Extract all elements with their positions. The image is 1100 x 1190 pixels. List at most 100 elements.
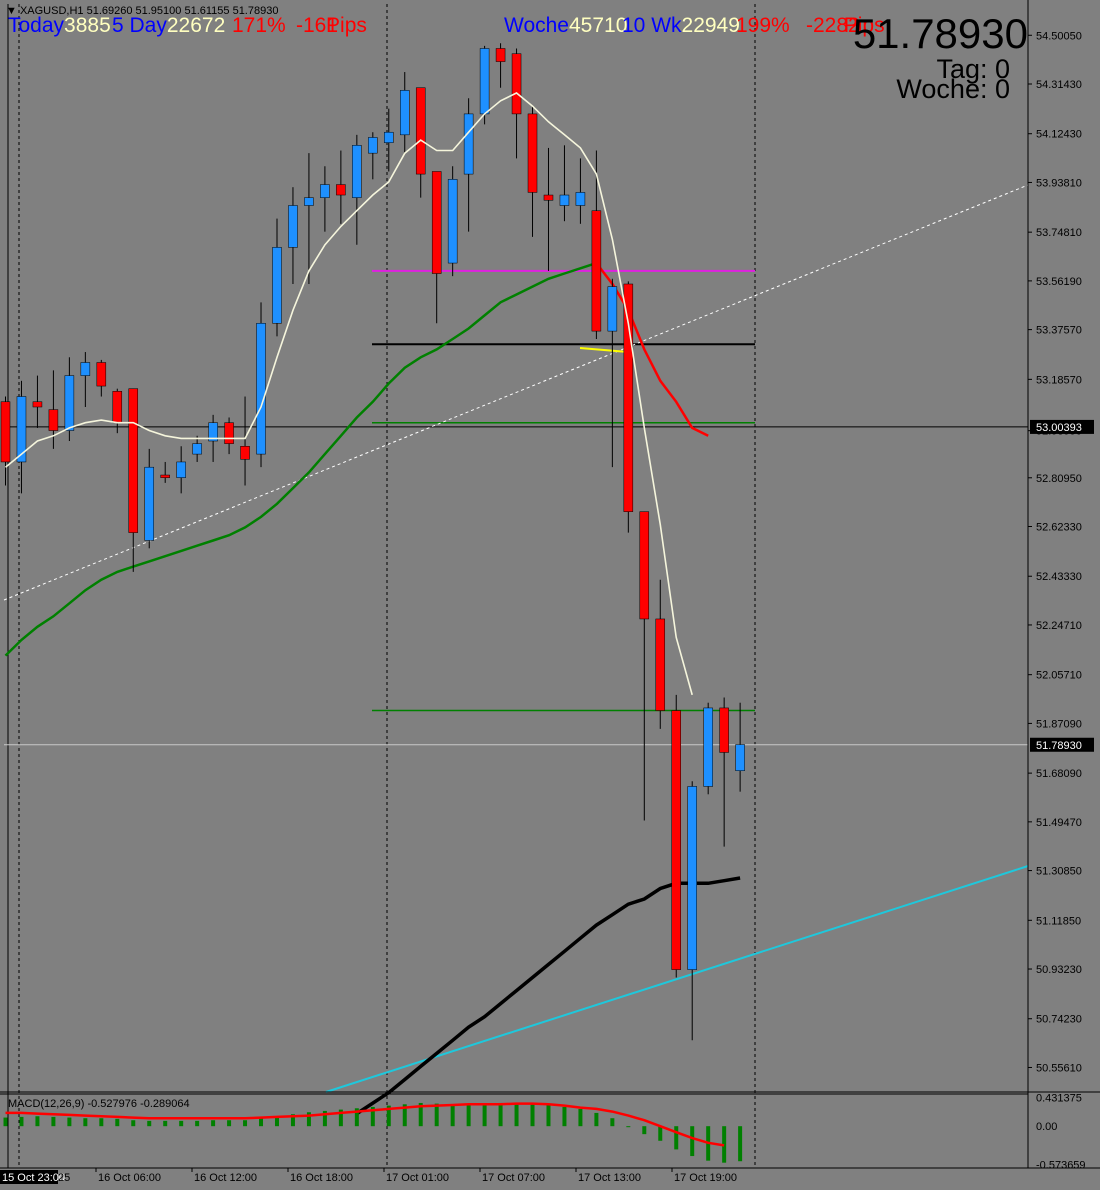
macd-hist-bar <box>195 1120 200 1127</box>
macd-hist-bar <box>690 1126 695 1157</box>
price-tick-label: 50.93230 <box>1036 964 1082 976</box>
candle-body <box>240 446 250 460</box>
candle-body <box>272 247 282 324</box>
candle-body <box>384 131 394 143</box>
price-tick-label: 51.11850 <box>1036 915 1081 927</box>
price-tick-label: 52.24710 <box>1036 620 1082 632</box>
time-tick-label: 16 Oct 06:00 <box>98 1172 161 1184</box>
trendlines[interactable] <box>3 184 1029 1093</box>
stats-woche: Woche45710 <box>504 14 627 38</box>
macd-hist-bar <box>51 1116 56 1127</box>
today-pips-value: -161 <box>296 14 339 37</box>
today-pips: -161Pips <box>296 14 367 38</box>
wk-pips-value: -2282 <box>806 14 860 37</box>
big-price: 51.78930 <box>852 10 1028 57</box>
macd-hist-bar <box>35 1116 40 1127</box>
macd-hist-bar <box>322 1110 327 1127</box>
stats-today: Today3885 <box>8 14 111 38</box>
candle-body <box>96 362 107 387</box>
price-tick-label: 52.62330 <box>1036 522 1082 534</box>
price-tick-label: 51.30850 <box>1036 866 1082 878</box>
candle-body <box>463 113 474 175</box>
macd-hist-bar <box>131 1120 136 1127</box>
candle-body <box>431 171 442 274</box>
macd-hist-bar <box>19 1116 24 1127</box>
macd-hist-bar <box>211 1120 216 1127</box>
macd-hist-bar <box>259 1118 264 1127</box>
macd-hist-bar <box>738 1126 743 1162</box>
macd-hist-bar <box>482 1103 487 1127</box>
candle-body <box>176 461 186 478</box>
price-tick-label: 53.93810 <box>1036 177 1082 189</box>
candle-body <box>623 283 634 512</box>
macd-hist-bar <box>674 1126 679 1150</box>
candle-body <box>160 474 170 478</box>
candle-body <box>703 707 713 787</box>
candle-body <box>671 710 681 970</box>
candle-body <box>495 48 506 62</box>
candle-body <box>719 707 729 753</box>
macd-hist-bar <box>306 1112 311 1127</box>
macd-hist-bar <box>658 1126 663 1141</box>
cyan-trendline <box>325 865 1029 1093</box>
candle-body <box>64 375 75 431</box>
stats-10wk: 10 Wk22949 <box>622 14 740 38</box>
candle-body <box>112 391 123 423</box>
macd-tick-label: 0.00 <box>1036 1121 1057 1133</box>
price-tick-label: 52.80950 <box>1036 473 1082 485</box>
woche-value: 45710 <box>568 14 628 37</box>
macd-hist-bar <box>562 1106 567 1127</box>
candle-body <box>128 388 139 533</box>
macd-hist-bar <box>578 1108 583 1127</box>
crosshair-price-box <box>1030 419 1094 434</box>
today-pips-label: Pips <box>326 14 367 37</box>
woche-label: Woche <box>504 14 569 37</box>
price-tick-label: 53.18570 <box>1036 374 1082 386</box>
candle-body <box>32 401 43 408</box>
candle-body <box>543 194 554 201</box>
macd-hist-bar <box>3 1117 8 1127</box>
macd-hist-bar <box>290 1114 295 1127</box>
candle-body <box>655 618 666 711</box>
macd-hist-bar <box>466 1104 471 1127</box>
period-separators <box>7 4 756 1168</box>
time-tick-label: 17 Oct 13:00 <box>578 1172 641 1184</box>
wk-label: 10 Wk <box>622 14 682 37</box>
wk-pips-label: Pips <box>843 14 885 37</box>
tag-counter: Tag: 0 <box>936 54 1010 84</box>
macd-hist-bar <box>498 1102 503 1127</box>
candle-body <box>511 53 522 115</box>
day5-value: 22672 <box>166 14 226 37</box>
candle-body <box>256 323 266 455</box>
today-pct: 171% <box>232 14 286 37</box>
stats-5day: 5 Day22672 <box>112 14 225 38</box>
macd-hist-bar <box>227 1120 232 1127</box>
candle-body <box>527 113 538 193</box>
price-axis: 54.50050 54.31430 54.12430 53.93810 53.74810… <box>1028 30 1094 1171</box>
time-tick-label: 16 Oct 18:00 <box>290 1172 353 1184</box>
collapse-triangle-icon[interactable]: ▼ <box>6 5 17 17</box>
macd-label: MACD(12,26,9) -0.527976 -0.289064 <box>8 1098 190 1110</box>
macd-hist-bar <box>115 1118 120 1127</box>
time-tick-label: 17 Oct 19:00 <box>674 1172 737 1184</box>
wk-pips: -2282Pips <box>806 14 885 38</box>
crosshair-price-label: 53.00393 <box>1036 422 1082 434</box>
wk-value: 22949 <box>681 14 740 37</box>
macd-hist-bar <box>594 1112 599 1127</box>
candles <box>0 43 745 1041</box>
candle-body <box>80 362 91 376</box>
macd-hist-bar <box>530 1103 535 1127</box>
macd-hist-bar <box>354 1108 359 1127</box>
candle-body <box>559 194 570 206</box>
macd-panel <box>0 1091 1100 1163</box>
macd-hist-bar <box>434 1103 439 1127</box>
candle-body <box>144 466 154 541</box>
macd-hist-bar <box>514 1102 519 1127</box>
ma-mid-line <box>4 261 597 657</box>
candle-body <box>208 422 218 442</box>
candle-body <box>479 48 490 115</box>
macd-hist-bar <box>99 1118 104 1127</box>
